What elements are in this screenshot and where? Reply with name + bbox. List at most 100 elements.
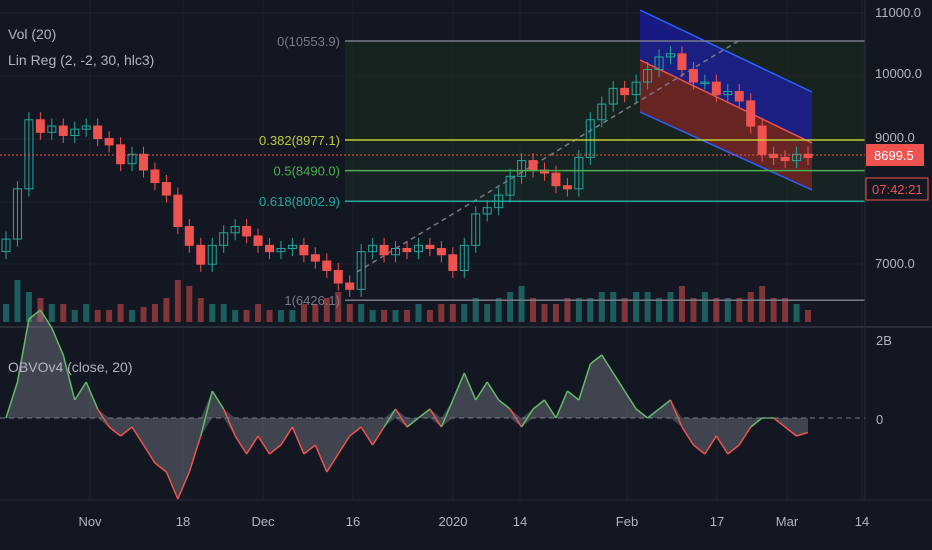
price-tick: 11000.0 xyxy=(875,5,921,20)
volume-bar xyxy=(129,310,136,322)
candle-body xyxy=(93,125,103,140)
volume-bar xyxy=(770,298,777,322)
linreg-legend[interactable]: Lin Reg (2, -2, 30, hlc3) xyxy=(8,52,154,68)
candle-body xyxy=(459,244,469,271)
volume-bar xyxy=(289,310,296,322)
volume-bar xyxy=(197,298,204,322)
candle-body xyxy=(574,156,584,190)
fib-retracement[interactable]: 0(10553.9) 0.382(8977.1) 0.5(8490.0) 0.618(… xyxy=(259,34,865,308)
obv-line-segment xyxy=(417,408,431,419)
time-tick: Mar xyxy=(776,514,799,529)
obv-line-segment xyxy=(200,390,213,437)
volume-bar xyxy=(346,304,353,322)
volume-bar xyxy=(633,292,640,322)
volume-bar xyxy=(449,304,456,322)
volume-bar xyxy=(106,310,113,322)
volume-bar xyxy=(575,298,582,322)
fib-level-label: 0.5(8490.0) xyxy=(274,164,341,179)
candle-body xyxy=(276,248,286,253)
obv-line-segment xyxy=(120,426,133,437)
obv-line-segment xyxy=(85,381,99,410)
candle-body xyxy=(265,244,275,253)
volume-bar xyxy=(805,310,811,322)
volume-bar xyxy=(369,310,376,322)
volume-bar xyxy=(71,310,78,322)
time-tick: Nov xyxy=(78,514,102,529)
candle-body xyxy=(643,69,653,83)
candle-body xyxy=(230,226,240,234)
obv-legend[interactable]: OBVOv4 (close, 20) xyxy=(8,359,133,375)
obv-pane xyxy=(5,309,809,500)
volume-bar xyxy=(656,298,663,322)
candle-body xyxy=(161,182,171,196)
volume-bar xyxy=(667,292,674,322)
volume-bar xyxy=(335,292,342,322)
candle-body xyxy=(792,153,802,162)
volume-bar xyxy=(690,298,697,322)
volume-bar xyxy=(404,310,410,322)
obv-line-segment xyxy=(635,408,649,419)
candle-body xyxy=(35,119,45,133)
volume-bar xyxy=(163,298,170,322)
time-tick: Dec xyxy=(251,514,275,529)
obv-line-segment xyxy=(738,426,752,446)
candle-body xyxy=(769,153,779,158)
volume-bar xyxy=(484,304,491,322)
obv-line-segment xyxy=(39,309,53,329)
obv-tick: 2B xyxy=(876,333,892,348)
price-tick: 9000.0 xyxy=(875,130,915,145)
volume-bar xyxy=(747,292,754,322)
volume-bar xyxy=(220,304,227,322)
obv-line-segment xyxy=(440,399,454,428)
candle-body xyxy=(150,169,160,184)
candle-body xyxy=(471,213,481,246)
volume-bar xyxy=(759,286,766,322)
countdown-badge xyxy=(865,177,929,201)
obv-line-segment xyxy=(337,435,351,455)
obv-line-segment xyxy=(74,381,87,401)
fib-level-label: 0.382(8977.1) xyxy=(259,133,340,148)
obv-line-segment xyxy=(257,435,271,455)
volume-bar xyxy=(678,286,685,322)
obv-line-segment xyxy=(715,435,729,455)
candle-body xyxy=(138,153,148,171)
candle-body xyxy=(70,128,80,136)
candle-body xyxy=(368,244,378,253)
candle-body xyxy=(253,235,263,246)
volume-bar xyxy=(495,298,502,322)
candle-body xyxy=(631,81,641,96)
vol-legend[interactable]: Vol (20) xyxy=(8,26,56,42)
volume-bar xyxy=(472,298,479,322)
candle-body xyxy=(402,248,412,253)
obv-line-segment xyxy=(555,390,569,419)
obv-line-segment xyxy=(669,399,683,428)
candle-body xyxy=(436,248,446,256)
obv-line-segment xyxy=(750,417,763,428)
volume-bar xyxy=(232,310,239,322)
volume-bar xyxy=(312,304,319,322)
volume-bar xyxy=(60,304,67,322)
obv-line-segment xyxy=(681,426,695,446)
last-price-badge xyxy=(866,144,924,166)
candle-body xyxy=(345,282,355,290)
candle-body xyxy=(58,125,68,136)
volume-bar xyxy=(552,304,559,322)
time-axis[interactable]: Nov 18 Dec 16 2020 14 Feb 17 Mar 14 xyxy=(78,514,869,529)
time-tick: 14 xyxy=(855,514,869,529)
obv-line-segment xyxy=(108,426,122,437)
volume-bar xyxy=(277,310,284,322)
last-price-label: 8699.5 xyxy=(874,148,914,163)
volume-bar xyxy=(713,298,720,322)
candle-body xyxy=(425,244,435,250)
candle-body xyxy=(551,172,561,187)
candle-body xyxy=(666,53,676,58)
volume-bar xyxy=(14,280,21,322)
volume-bar xyxy=(209,304,216,322)
candle-body xyxy=(127,153,137,165)
obv-line-segment xyxy=(360,426,374,446)
time-tick: 2020 xyxy=(439,514,468,529)
obv-line-segment xyxy=(245,435,259,455)
obv-line-segment xyxy=(188,435,202,473)
candle-body xyxy=(196,244,206,265)
